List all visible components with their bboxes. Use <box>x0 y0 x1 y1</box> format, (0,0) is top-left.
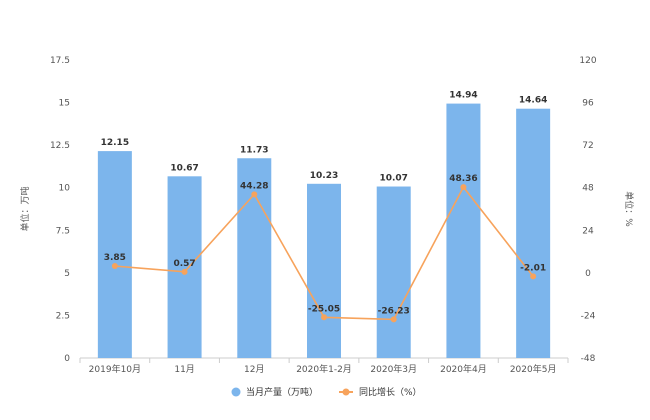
bar-value-label: 10.07 <box>379 174 407 184</box>
left-axis-tick-label: 10 <box>59 184 71 194</box>
legend-bar-label: 当月产量（万吨） <box>246 386 318 398</box>
bar <box>307 183 341 358</box>
line-value-label: 3.85 <box>104 253 126 263</box>
line-point <box>460 184 467 191</box>
right-axis-tick-label: 0 <box>585 269 591 279</box>
bar-value-label: 14.64 <box>519 96 547 106</box>
right-axis-tick-label: -24 <box>581 311 596 321</box>
line-value-label: -2.01 <box>520 263 546 273</box>
bar <box>516 108 551 358</box>
line-layer <box>111 184 537 323</box>
axes-layer: 0 2.5 5 7.5 10 12.5 15 17.5 -48 -24 0 24 48 72 96 120 单位… <box>19 56 635 375</box>
bar-value-label: 10.23 <box>310 171 338 181</box>
right-axis-tick-label: 72 <box>582 141 593 151</box>
legend-bar-marker <box>231 387 241 397</box>
x-axis-tick-label: 2020年5月 <box>510 363 557 375</box>
line-value-label: -25.05 <box>308 304 340 314</box>
left-axis-tick-label: 17.5 <box>50 56 70 66</box>
left-axis-tick-label: 2.5 <box>56 311 70 321</box>
bar-value-label: 12.15 <box>101 138 129 148</box>
legend-line-dot <box>342 388 350 396</box>
legend: 当月产量（万吨） 同比增长（%） <box>231 386 422 398</box>
line-point <box>181 268 188 275</box>
right-axis-tick-label: 96 <box>582 99 594 109</box>
labels-layer: 12.15 10.67 11.73 10.23 10.07 14.94 14.64 3.85 0… <box>101 91 548 317</box>
legend-line-label: 同比增长（%） <box>359 386 422 398</box>
right-axis-tick-label: -48 <box>581 354 596 364</box>
line-point <box>251 191 258 198</box>
x-axis-tick-label: 2019年10月 <box>89 363 141 375</box>
line-point <box>390 316 397 323</box>
line-value-label: -26.23 <box>378 306 410 316</box>
left-axis-tick-label: 12.5 <box>50 141 70 151</box>
left-axis-tick-label: 0 <box>64 354 70 364</box>
bar-value-label: 14.94 <box>449 91 477 101</box>
x-axis-tick-label: 2020年3月 <box>370 363 417 375</box>
line-point <box>321 314 327 321</box>
left-axis-title: 单位：万吨 <box>19 186 31 231</box>
x-axis-tick-label: 11月 <box>174 364 194 375</box>
line-value-label: 48.36 <box>449 174 477 184</box>
left-axis-tick-label: 5 <box>64 269 70 279</box>
line-value-label: 0.57 <box>173 259 195 269</box>
bar <box>446 103 481 358</box>
bar-value-label: 10.67 <box>170 163 198 173</box>
right-axis-tick-label: 24 <box>582 226 594 236</box>
bar <box>97 151 132 358</box>
bar-value-label: 11.73 <box>240 145 268 155</box>
bar <box>167 176 202 358</box>
right-axis-tick-label: 48 <box>582 184 594 194</box>
bars-layer <box>97 103 551 358</box>
right-axis-tick-label: 120 <box>579 56 596 66</box>
line-point <box>530 273 537 280</box>
x-axis-tick-label: 2020年4月 <box>440 363 487 375</box>
line-point <box>111 263 118 270</box>
x-axis-tick-label: 12月 <box>244 364 264 375</box>
x-axis-tick-label: 2020年1-2月 <box>296 363 352 375</box>
right-axis-title: 单位：% <box>623 191 635 227</box>
left-axis-tick-label: 15 <box>59 99 70 109</box>
left-axis-tick-label: 7.5 <box>56 226 70 236</box>
line-value-label: 44.28 <box>240 181 268 191</box>
bar <box>376 186 411 358</box>
